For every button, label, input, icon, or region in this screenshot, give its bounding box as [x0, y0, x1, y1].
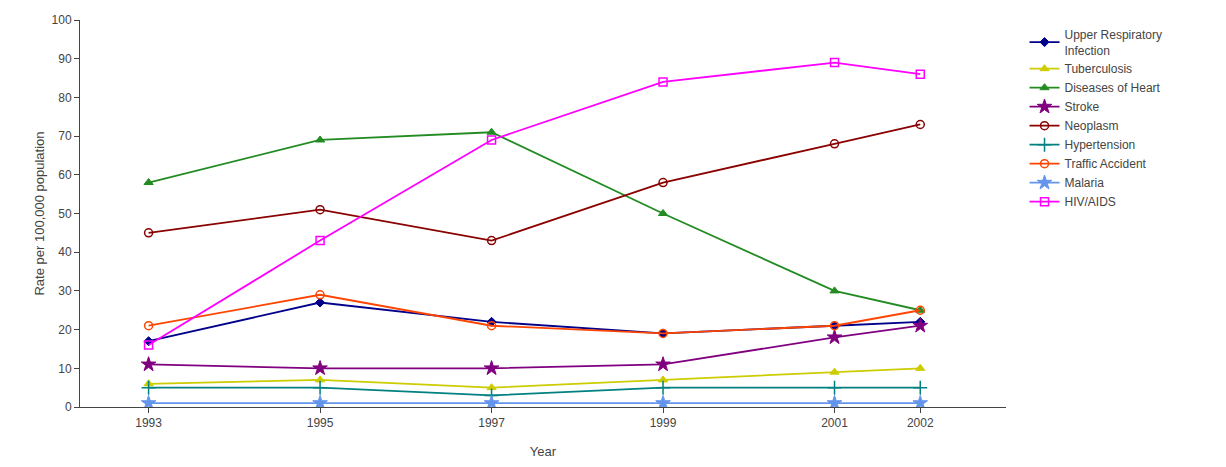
svg-text:2001: 2001 [821, 416, 848, 430]
svg-text:Neoplasm: Neoplasm [1065, 119, 1119, 133]
svg-text:Rate per 100,000 population: Rate per 100,000 population [32, 131, 47, 295]
svg-text:0: 0 [65, 400, 72, 414]
svg-text:1995: 1995 [307, 416, 334, 430]
svg-text:Diseases of Heart: Diseases of Heart [1065, 81, 1161, 95]
svg-text:30: 30 [58, 284, 72, 298]
svg-text:1993: 1993 [135, 416, 162, 430]
svg-text:90: 90 [58, 52, 72, 66]
svg-text:60: 60 [58, 168, 72, 182]
svg-text:1997: 1997 [478, 416, 505, 430]
svg-text:2002: 2002 [907, 416, 934, 430]
svg-text:Tuberculosis: Tuberculosis [1065, 62, 1133, 76]
svg-text:HIV/AIDS: HIV/AIDS [1065, 195, 1116, 209]
svg-text:100: 100 [52, 13, 72, 27]
svg-text:50: 50 [58, 207, 72, 221]
svg-text:40: 40 [58, 245, 72, 259]
svg-text:Hypertension: Hypertension [1065, 138, 1136, 152]
svg-text:Year: Year [530, 444, 557, 459]
svg-text:10: 10 [58, 362, 72, 376]
svg-text:80: 80 [58, 91, 72, 105]
svg-text:Stroke: Stroke [1065, 100, 1100, 114]
svg-text:20: 20 [58, 323, 72, 337]
svg-text:70: 70 [58, 129, 72, 143]
svg-text:Malaria: Malaria [1065, 176, 1105, 190]
svg-text:1999: 1999 [650, 416, 677, 430]
svg-text:Upper RespiratoryInfection: Upper RespiratoryInfection [1065, 28, 1162, 58]
svg-text:Traffic Accident: Traffic Accident [1065, 157, 1147, 171]
